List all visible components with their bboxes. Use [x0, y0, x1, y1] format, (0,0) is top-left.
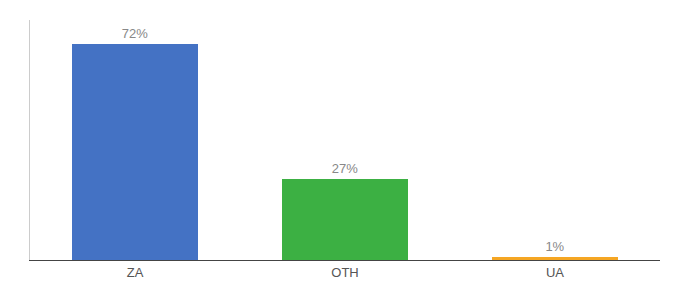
svg-text:72%: 72% — [122, 26, 148, 41]
svg-text:27%: 27% — [332, 161, 358, 176]
svg-text:1%: 1% — [545, 239, 564, 254]
svg-text:OTH: OTH — [331, 265, 358, 280]
svg-text:ZA: ZA — [127, 265, 144, 280]
svg-text:UA: UA — [546, 265, 564, 280]
